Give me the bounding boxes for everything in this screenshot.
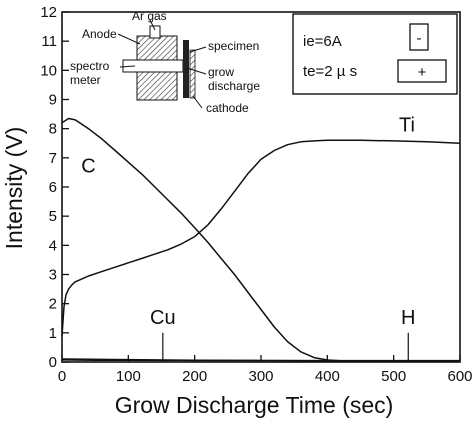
gas-inlet [149, 25, 161, 39]
parameter-ie: ie=6A [303, 33, 342, 50]
y-tick-label: 0 [49, 354, 57, 371]
series-label-layer: C Ti Cu H [81, 115, 415, 330]
series-label-ti: Ti [399, 115, 415, 137]
series-label-cu: Cu [150, 307, 176, 329]
inset-label-anode: Anode [82, 27, 117, 41]
parameter-te: te=2 µ s [303, 63, 357, 80]
leader-spectro [119, 65, 136, 68]
x-axis-title: Grow Discharge Time (sec) [115, 392, 394, 418]
inset-label-grow: grow [208, 65, 234, 79]
leader-grow [186, 67, 207, 75]
y-tick-label: 12 [40, 4, 57, 21]
y-axis-title: Intensity (V) [1, 127, 27, 250]
inset-label-cathode: cathode [206, 101, 249, 115]
inset-label-meter: meter [70, 73, 101, 87]
series-line-ti [61, 139, 461, 336]
y-tick-label: 11 [41, 33, 57, 50]
series-line-h [61, 358, 461, 363]
inset-label-ar-gas: Ar gas [132, 9, 167, 23]
y-tick-label: 2 [49, 296, 57, 313]
parameter-box: ie=6A te=2 µ s - + [292, 13, 458, 95]
x-tick-label: 600 [447, 368, 472, 385]
inset-label-discharge: discharge [208, 79, 260, 93]
minus-sign: - [417, 30, 422, 47]
marker-layer [162, 332, 409, 362]
x-tick-label: 0 [58, 368, 66, 385]
series-layer [61, 117, 461, 363]
y-tick-label: 8 [49, 121, 57, 138]
y-tick-label: 4 [49, 237, 57, 254]
y-tick-label: 5 [49, 208, 57, 225]
parameter-box-frame [292, 13, 458, 95]
y-tick-label: 10 [40, 62, 57, 79]
series-label-h: H [401, 307, 415, 329]
plus-electrode [397, 59, 447, 83]
minus-electrode [409, 23, 429, 51]
y-tick-label: 3 [49, 267, 57, 284]
x-tick-label: 500 [381, 368, 406, 385]
leader-anode [117, 33, 141, 45]
y-tick-label: 7 [49, 150, 57, 167]
y-tick-label: 1 [49, 325, 57, 342]
specimen-plate [183, 40, 189, 98]
series-label-c: C [81, 155, 95, 177]
y-tick-label: 6 [49, 179, 57, 196]
inset-apparatus-diagram: Ar gas Anode specimen spectro meter grow… [70, 9, 260, 115]
x-tick-label: 100 [116, 368, 141, 385]
plus-sign: + [418, 64, 427, 81]
inset-label-specimen: specimen [208, 39, 259, 53]
x-tick-label: 400 [315, 368, 340, 385]
inset-label-spectro: spectro [70, 59, 110, 73]
x-tick-label: 200 [182, 368, 207, 385]
leader-specimen [189, 46, 207, 53]
leader-cathode [192, 95, 203, 109]
leader-ar-gas [149, 19, 156, 31]
cathode-plate [189, 49, 196, 99]
y-tick-label: 9 [49, 92, 57, 109]
x-tick-label: 300 [248, 368, 273, 385]
